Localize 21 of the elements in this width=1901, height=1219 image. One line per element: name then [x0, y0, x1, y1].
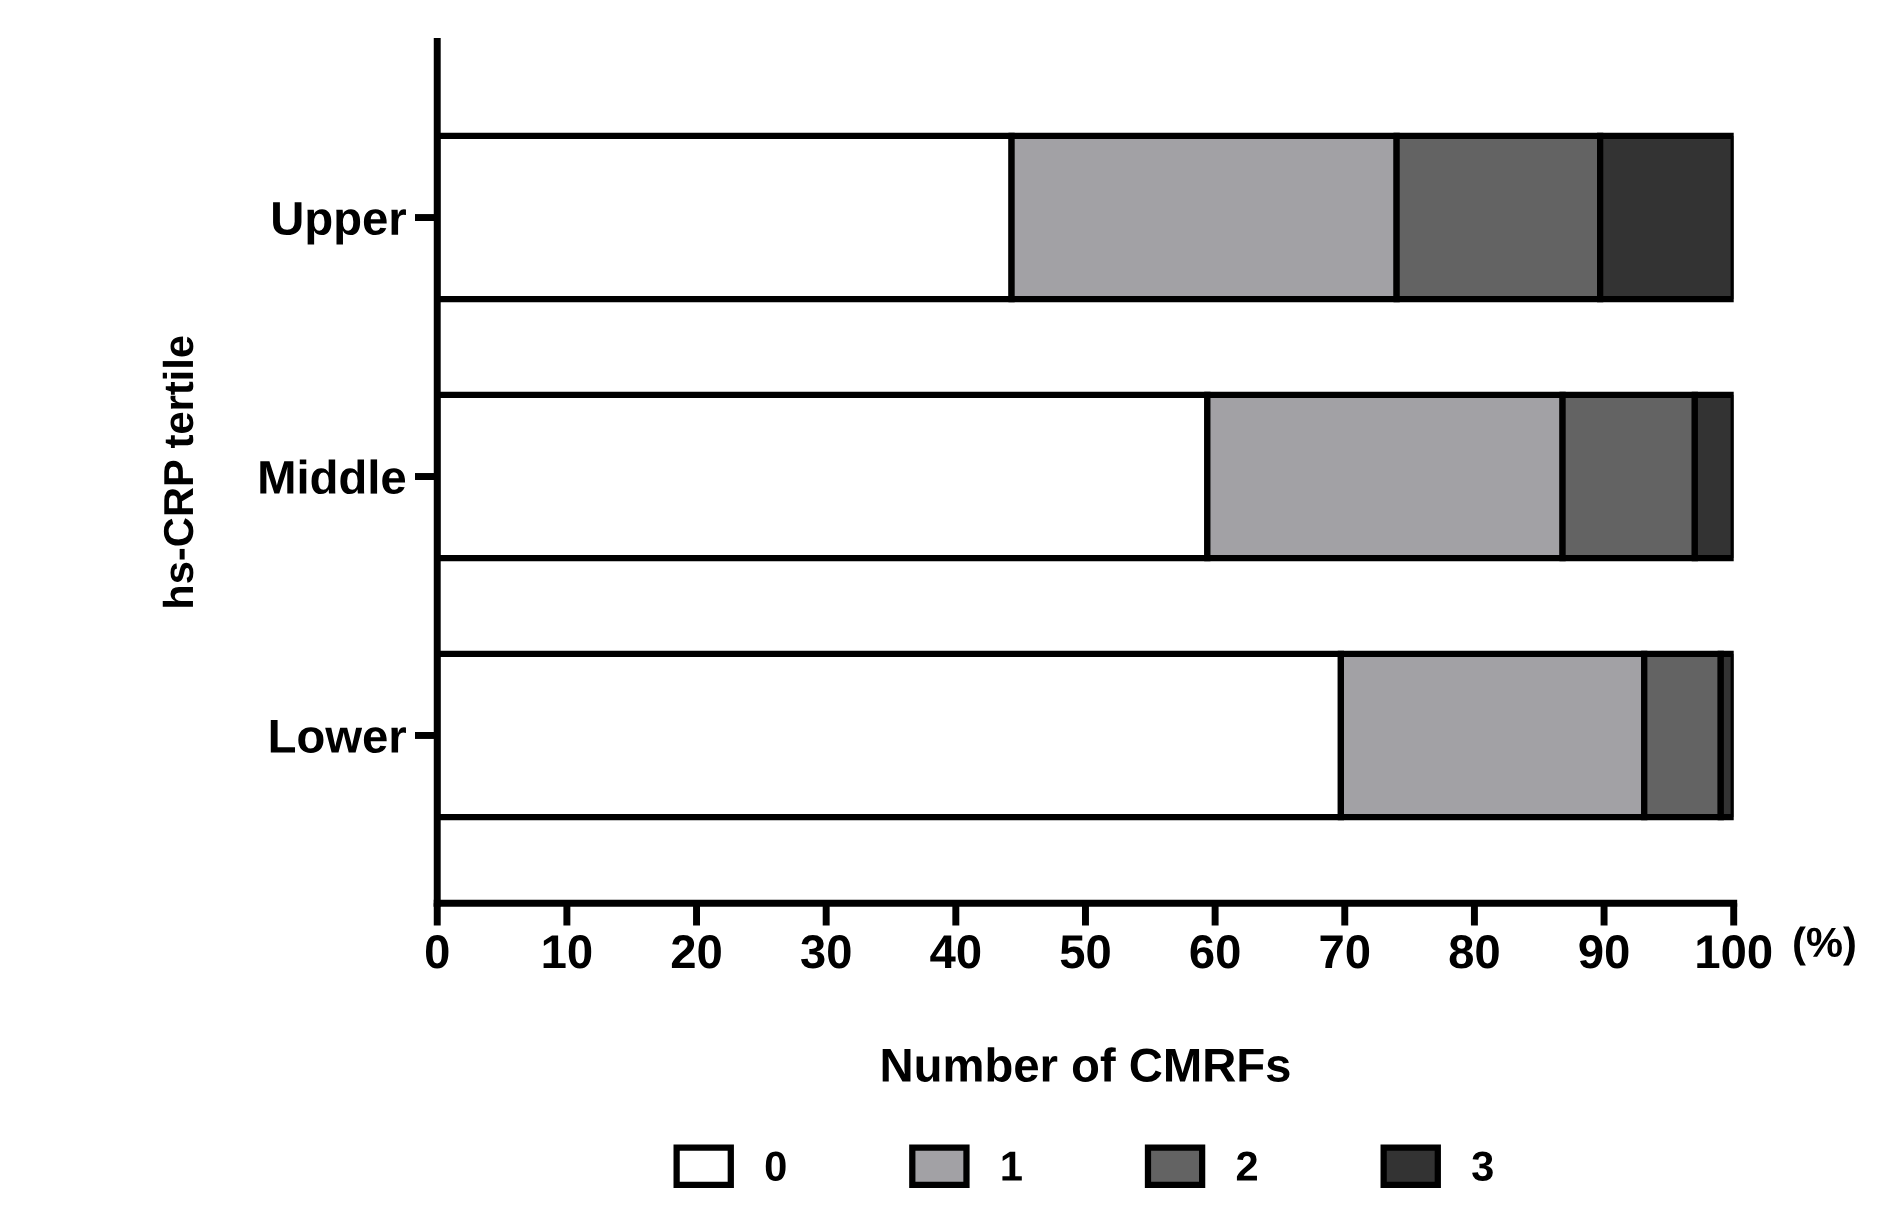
x-tick-label: 20 [671, 935, 721, 969]
legend-label: 3 [1472, 1151, 1493, 1181]
x-tick-label: 90 [1579, 935, 1629, 969]
x-axis-title: Number of CMRFs [882, 1047, 1290, 1082]
text: (%) [1794, 926, 1855, 966]
x-tick-label: 10 [543, 935, 592, 969]
legend-label: 2 [1236, 1151, 1257, 1181]
x-tick-label: 50 [1060, 935, 1110, 969]
x-tick-label: 60 [1190, 935, 1240, 969]
legend-label: 0 [765, 1151, 786, 1181]
y-tick-label: Middle [260, 459, 406, 495]
legend-label: 1 [1002, 1151, 1022, 1181]
y-tick-label: Lower [270, 720, 406, 754]
y-tick-label: Upper [273, 202, 406, 245]
x-tick-label: 100 [1697, 935, 1772, 969]
y-axis-title: hs-CRP tertile [162, 336, 194, 607]
x-tick-label: 30 [801, 935, 851, 969]
x-tick-label: 40 [930, 935, 981, 969]
x-tick-label: 70 [1320, 935, 1370, 969]
x-tick-label: 0 [425, 935, 449, 969]
x-tick-label: 80 [1449, 935, 1499, 969]
